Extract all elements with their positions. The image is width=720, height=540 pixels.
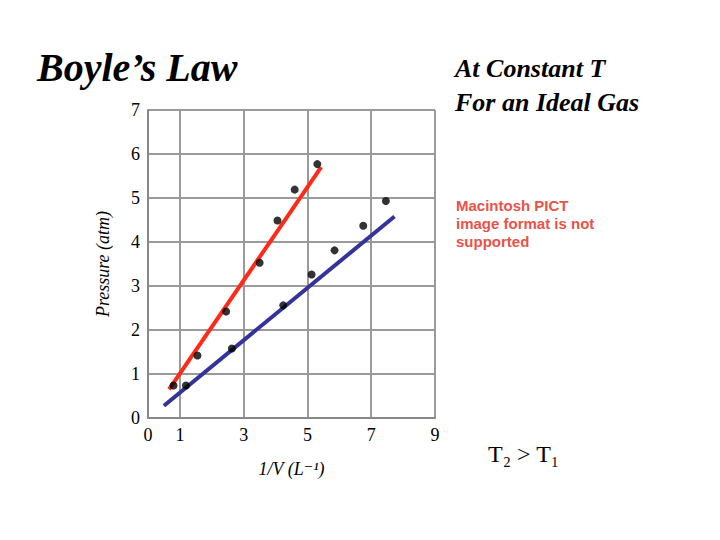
svg-text:Macintosh PICT: Macintosh PICT — [456, 197, 573, 214]
svg-text:1: 1 — [175, 425, 184, 445]
svg-text:At Constant T: At Constant T — [453, 54, 606, 83]
svg-text:7: 7 — [131, 100, 140, 120]
svg-text:1: 1 — [131, 364, 140, 384]
svg-text:6: 6 — [131, 144, 140, 164]
svg-text:4: 4 — [131, 232, 140, 252]
svg-text:5: 5 — [131, 188, 140, 208]
svg-text:T₂ > T₁: T₂ > T₁ — [488, 441, 559, 467]
svg-text:0: 0 — [131, 408, 140, 428]
svg-text:5: 5 — [303, 425, 312, 445]
svg-text:For an Ideal Gas: For an Ideal Gas — [454, 88, 639, 117]
svg-text:2: 2 — [131, 320, 140, 340]
svg-text:7: 7 — [367, 425, 376, 445]
svg-text:3: 3 — [239, 425, 248, 445]
svg-text:image format is not: image format is not — [456, 215, 599, 232]
svg-text:0: 0 — [144, 425, 153, 445]
svg-text:1/V (L⁻¹): 1/V (L⁻¹) — [258, 459, 324, 480]
svg-text:Pressure (atm): Pressure (atm) — [93, 211, 114, 318]
svg-text:Boyle’s Law: Boyle’s Law — [36, 45, 238, 90]
svg-text:supported: supported — [456, 233, 529, 250]
svg-text:9: 9 — [431, 425, 440, 445]
svg-text:3: 3 — [131, 276, 140, 296]
